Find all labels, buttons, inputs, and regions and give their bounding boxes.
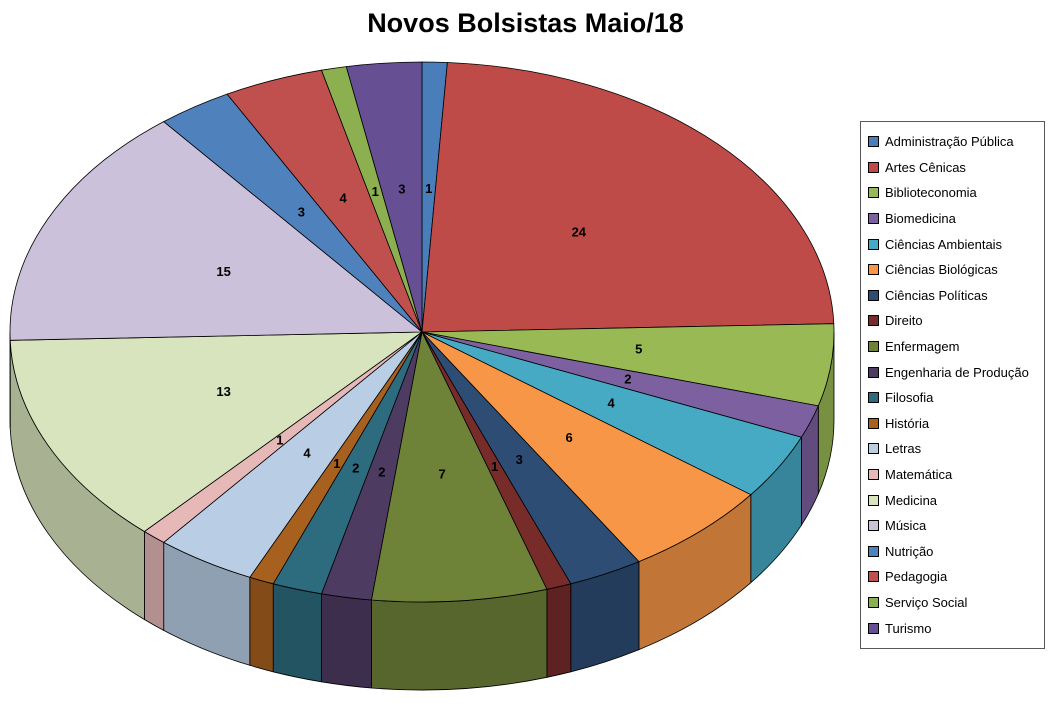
legend-label: Enfermagem	[885, 339, 960, 355]
legend-item: Enfermagem	[864, 334, 1041, 360]
legend-label: Engenharia de Produção	[885, 364, 1029, 380]
legend-label: Música	[885, 518, 927, 534]
legend-item: História	[864, 411, 1041, 437]
pie-slice	[421, 62, 835, 333]
legend-item: Medicina	[864, 487, 1041, 513]
pie-slice	[9, 121, 424, 341]
legend-label: Filosofia	[885, 390, 934, 406]
legend-item: Direito	[864, 308, 1041, 334]
legend-swatch	[868, 571, 879, 583]
legend-swatch	[868, 417, 879, 429]
data-label: 3	[298, 205, 305, 220]
legend-item: Artes Cênicas	[864, 155, 1041, 181]
legend-label: Administração Pública	[885, 134, 1014, 150]
pie-slice	[370, 330, 548, 603]
pie-slice	[421, 331, 752, 563]
data-label: 3	[516, 452, 523, 467]
legend-swatch	[868, 341, 879, 353]
legend-swatch	[868, 520, 879, 532]
pie-slice	[345, 61, 423, 333]
data-label: 4	[303, 446, 311, 461]
pie-slice-wall	[546, 583, 572, 678]
legend-item: Matemática	[864, 462, 1041, 488]
legend-item: Letras	[864, 436, 1041, 462]
pie-slice-wall	[144, 530, 165, 632]
pie-slice	[9, 331, 424, 532]
legend-swatch	[868, 596, 879, 608]
legend-label: História	[885, 415, 930, 431]
legend-swatch	[868, 315, 879, 327]
legend-item: Biomedicina	[864, 206, 1041, 232]
pie-slice-wall	[272, 583, 322, 683]
legend-label: Ciências Biológicas	[885, 262, 998, 278]
legend-swatch	[868, 622, 879, 634]
legend-label: Serviço Social	[885, 594, 968, 610]
data-label: 1	[425, 181, 432, 196]
legend-label: Turismo	[885, 620, 932, 636]
legend-item: Turismo	[864, 615, 1041, 641]
legend-swatch	[868, 213, 879, 225]
legend-swatch	[868, 494, 879, 506]
data-label: 1	[491, 459, 498, 474]
legend-label: Biomedicina	[885, 211, 956, 227]
legend-label: Ciências Ambientais	[885, 236, 1003, 252]
legend-label: Nutrição	[885, 543, 934, 559]
legend-swatch	[868, 545, 879, 557]
legend-item: Serviço Social	[864, 590, 1041, 616]
data-label: 15	[216, 264, 230, 279]
legend-label: Biblioteconomia	[885, 185, 977, 201]
legend-item: Filosofia	[864, 385, 1041, 411]
legend-swatch	[868, 161, 879, 173]
pie-slice-wall	[249, 576, 274, 673]
data-label: 2	[378, 465, 385, 480]
legend-item: Ciências Biológicas	[864, 257, 1041, 283]
legend-swatch	[868, 443, 879, 455]
legend-item: Música	[864, 513, 1041, 539]
chart-title: Novos Bolsistas Maio/18	[367, 8, 684, 38]
data-label: 2	[624, 372, 631, 387]
legend-swatch	[868, 136, 879, 148]
data-label: 13	[216, 384, 230, 399]
legend-item: Engenharia de Produção	[864, 359, 1041, 385]
data-label: 1	[333, 456, 340, 471]
legend-swatch	[868, 264, 879, 276]
pie-slice-wall	[371, 588, 548, 691]
data-label: 6	[565, 430, 572, 445]
legend-item: Nutrição	[864, 539, 1041, 565]
data-label: 24	[572, 224, 587, 239]
legend-item: Ciências Políticas	[864, 283, 1041, 309]
legend-swatch	[868, 238, 879, 250]
pie-slice-wall	[321, 593, 372, 689]
data-label: 1	[276, 433, 283, 448]
legend-label: Artes Cênicas	[885, 159, 966, 175]
legend-swatch	[868, 366, 879, 378]
legend-label: Pedagogia	[885, 569, 948, 585]
legend-label: Medicina	[885, 492, 938, 508]
data-label: 1	[372, 184, 379, 199]
legend-item: Pedagogia	[864, 564, 1041, 590]
data-label: 4	[339, 191, 347, 206]
legend-label: Matemática	[885, 467, 953, 483]
legend-label: Letras	[885, 441, 922, 457]
legend-label: Ciências Políticas	[885, 287, 988, 303]
data-label: 4	[607, 396, 615, 411]
legend-swatch	[868, 289, 879, 301]
data-label: 3	[398, 182, 405, 197]
chart-legend: Administração Pública Artes Cênicas Biblio…	[860, 121, 1045, 649]
legend-item: Administração Pública	[864, 129, 1041, 155]
data-label: 5	[635, 342, 642, 357]
legend-swatch	[868, 469, 879, 481]
data-label: 2	[352, 460, 359, 475]
data-label: 7	[438, 467, 445, 482]
legend-swatch	[868, 187, 879, 199]
legend-item: Biblioteconomia	[864, 180, 1041, 206]
legend-item: Ciências Ambientais	[864, 231, 1041, 257]
legend-swatch	[868, 392, 879, 404]
legend-label: Direito	[885, 313, 923, 329]
